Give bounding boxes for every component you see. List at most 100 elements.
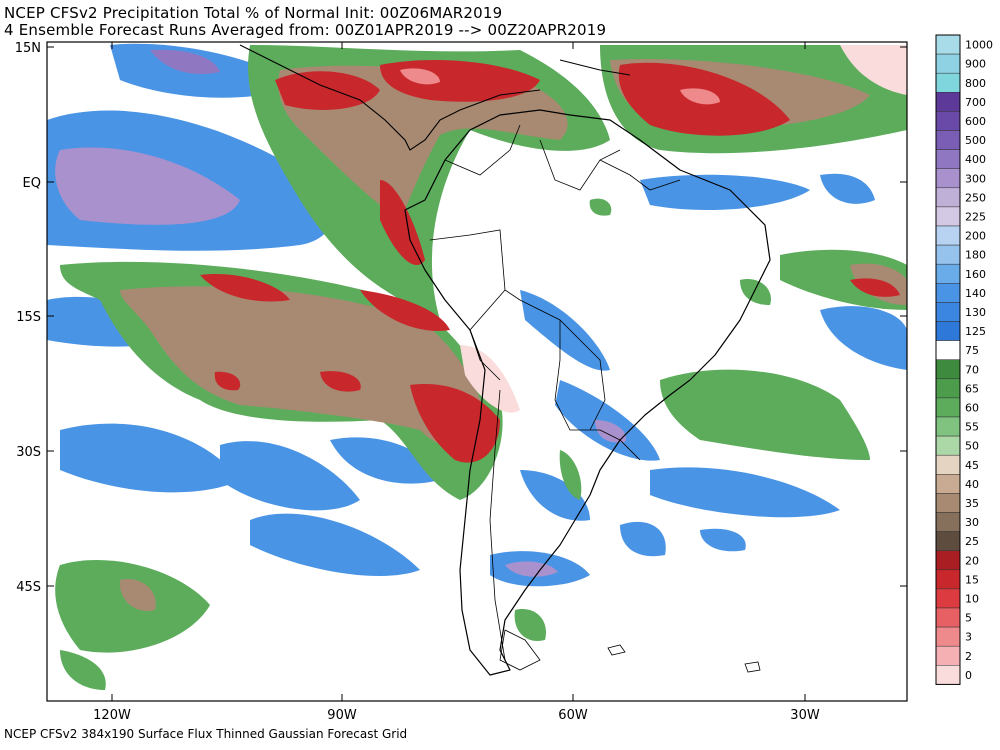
- lon-label: 120W: [93, 708, 131, 723]
- dry-region: [840, 45, 907, 95]
- legend-label: 300: [965, 172, 986, 185]
- legend-label: 35: [965, 497, 979, 510]
- legend-swatch: [935, 378, 961, 399]
- legend-swatch: [935, 187, 961, 208]
- wet-region: [220, 441, 360, 511]
- legend-swatch: [935, 645, 961, 666]
- legend-swatch: [935, 111, 961, 131]
- wet-region: [595, 420, 626, 443]
- dry-region: [514, 609, 546, 641]
- legend-swatch: [935, 665, 961, 685]
- wet-region: [520, 290, 610, 371]
- legend-swatch: [935, 53, 961, 74]
- legend-label: 5: [965, 612, 972, 625]
- legend-label: 180: [965, 249, 986, 262]
- legend-swatch: [935, 302, 961, 322]
- legend-label: 55: [965, 421, 979, 434]
- wet-region: [505, 561, 558, 577]
- legend-swatch: [935, 130, 961, 150]
- legend-swatch: [935, 474, 961, 494]
- legend-label: 125: [965, 325, 986, 338]
- dry-region: [850, 278, 900, 297]
- legend-label: 10: [965, 592, 979, 605]
- wet-region: [520, 470, 590, 521]
- legend-label: 3: [965, 631, 972, 644]
- dry-region: [275, 71, 380, 110]
- legend-swatch: [935, 340, 961, 360]
- dry-region: [380, 180, 425, 266]
- legend-label: 800: [965, 77, 986, 90]
- lat-label: 15N: [15, 41, 41, 56]
- legend-label: 15: [965, 573, 979, 586]
- lon-label: 60W: [558, 708, 588, 723]
- legend-label: 25: [965, 535, 979, 548]
- legend-label: 0: [965, 669, 972, 682]
- south-georgia: [744, 661, 761, 673]
- legend-label: 1000: [965, 39, 993, 52]
- dry-region: [214, 371, 241, 391]
- legend-swatch: [935, 512, 961, 532]
- wet-region: [820, 306, 907, 370]
- caribbean-coastline: [559, 59, 631, 76]
- dry-region: [740, 279, 771, 305]
- dry-region: [400, 68, 440, 85]
- dry-region: [320, 371, 361, 392]
- dry-region: [460, 345, 520, 413]
- dry-region: [680, 88, 720, 105]
- legend-swatch: [935, 149, 961, 169]
- legend-label: 900: [965, 58, 986, 71]
- legend-label: 65: [965, 382, 979, 395]
- legend-label: 600: [965, 115, 986, 128]
- legend-label: 2: [965, 650, 972, 663]
- south-america-coastline: [404, 109, 771, 676]
- legend-label: 60: [965, 401, 979, 414]
- wet-region: [55, 147, 241, 225]
- legend-swatch: [935, 225, 961, 246]
- falkland-islands: [607, 644, 626, 656]
- wet-region: [640, 174, 810, 210]
- legend-swatch: [935, 244, 961, 265]
- legend-label: 30: [965, 516, 979, 529]
- legend-label: 50: [965, 440, 979, 453]
- dry-region: [200, 274, 290, 302]
- longitude-axis: 120W 90W 60W 30W: [93, 42, 820, 723]
- legend-swatch: [935, 359, 961, 380]
- legend-swatch: [935, 321, 961, 341]
- dry-region: [120, 286, 490, 449]
- legend-label: 140: [965, 287, 986, 300]
- legend-swatch: [935, 397, 961, 418]
- dry-region: [589, 198, 612, 216]
- lon-label: 30W: [790, 708, 820, 723]
- map-frame: [46, 41, 908, 702]
- legend-swatch: [935, 435, 961, 456]
- wet-region: [250, 513, 420, 576]
- lat-label: 15S: [16, 310, 41, 325]
- legend-swatch: [935, 626, 961, 647]
- wet-region: [650, 467, 840, 518]
- legend-swatch: [935, 72, 961, 93]
- legend-label: 45: [965, 459, 979, 472]
- legend-swatch: [935, 607, 961, 628]
- wet-region: [820, 173, 875, 204]
- map-subtitle: 4 Ensemble Forecast Runs Averaged from: …: [4, 21, 607, 39]
- color-legend: 1000900800700600500400300250225200180160…: [935, 34, 993, 685]
- legend-label: 225: [965, 210, 986, 223]
- legend-swatch: [935, 588, 961, 609]
- legend-label: 40: [965, 478, 979, 491]
- legend-label: 20: [965, 554, 979, 567]
- legend-swatch: [935, 206, 961, 227]
- legend-swatch: [935, 531, 961, 551]
- tierra-del-fuego: [499, 629, 541, 671]
- wet-region: [700, 528, 746, 552]
- legend-label: 250: [965, 191, 986, 204]
- legend-swatch: [935, 416, 961, 437]
- wet-region: [60, 423, 240, 493]
- legend-label: 200: [965, 230, 986, 243]
- legend-label: 160: [965, 268, 986, 281]
- wet-region: [555, 380, 660, 461]
- lat-label: 30S: [16, 445, 41, 460]
- legend-swatch: [935, 493, 961, 513]
- dry-region: [119, 579, 156, 611]
- legend-swatch: [935, 168, 961, 189]
